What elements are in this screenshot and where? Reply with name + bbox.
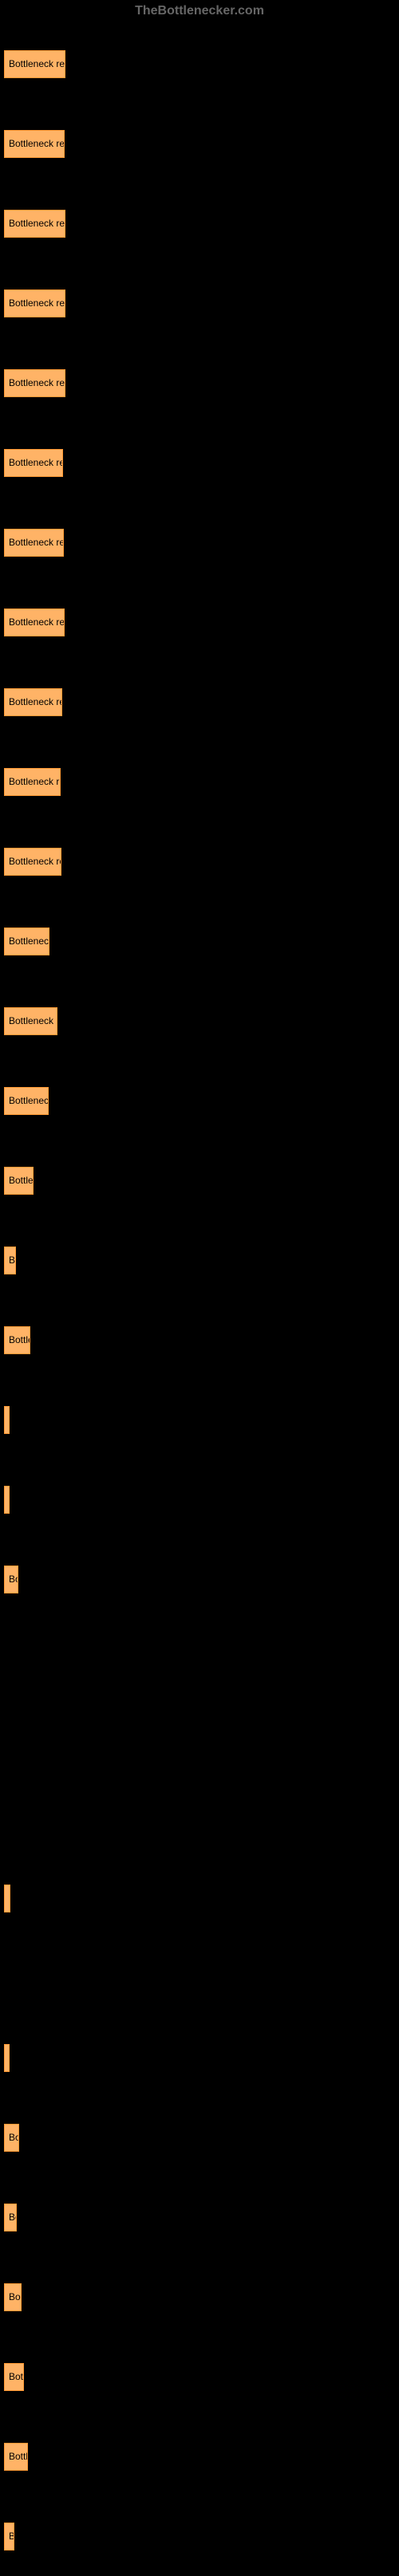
bar-row: [4, 1778, 399, 1858]
chart-bar: [4, 1486, 10, 1514]
chart-bar: Bottleneck resu: [4, 50, 65, 78]
chart-bar: [4, 1406, 10, 1434]
chart-bar: Bot: [4, 2363, 24, 2391]
bar-row: Bottleneck re: [4, 821, 399, 901]
bar-row: [4, 2018, 399, 2097]
bar-row: [4, 1938, 399, 2018]
bar-row: Bottler: [4, 1140, 399, 1220]
bar-row: Bottleneck res: [4, 502, 399, 582]
chart-bar: Bo: [4, 1566, 18, 1593]
chart-bar: Bottleneck res: [4, 449, 63, 477]
chart-bar: Bottl: [4, 2443, 28, 2471]
bar-row: Be: [4, 2177, 399, 2257]
watermark-text: TheBottlenecker.com: [135, 4, 264, 18]
chart-bar: Bottle: [4, 1326, 30, 1354]
bar-row: Bottleneck res: [4, 582, 399, 662]
bar-row: Bottl: [4, 2416, 399, 2496]
bar-row: [4, 1858, 399, 1938]
chart-bar: Bottleneck res: [4, 609, 65, 636]
chart-bar: Be: [4, 2204, 17, 2231]
bar-row: [4, 1380, 399, 1459]
chart-bar: Bo: [4, 2124, 19, 2152]
bar-row: Bottleneck: [4, 901, 399, 981]
bar-row: B: [4, 1220, 399, 1300]
bar-row: Bottleneck: [4, 1061, 399, 1140]
bar-row: Bottleneck r: [4, 981, 399, 1061]
chart-container: Bottleneck resu Bottleneck res Bottleneck …: [0, 0, 399, 2576]
bar-row: [4, 1459, 399, 1539]
bar-row: Bottleneck resu: [4, 24, 399, 104]
chart-bar: B: [4, 1247, 16, 1274]
chart-bar: Bottleneck res: [4, 210, 65, 238]
chart-bar: Bottler: [4, 1167, 34, 1195]
bar-row: Bottleneck res: [4, 183, 399, 263]
chart-bar: Bottleneck r: [4, 1007, 57, 1035]
chart-bar: Bottleneck res: [4, 130, 65, 158]
bar-row: Bottle: [4, 1300, 399, 1380]
bar-row: Bo: [4, 1539, 399, 1619]
bar-row: Bottleneck res: [4, 423, 399, 502]
bar-row: Bottleneck res: [4, 104, 399, 183]
bar-row: Bo: [4, 2257, 399, 2337]
bar-row: Bot: [4, 2337, 399, 2416]
chart-bar: Bottleneck res: [4, 369, 65, 397]
chart-bar: [4, 2044, 10, 2072]
bar-row: Bottleneck re: [4, 662, 399, 742]
bar-row: [4, 1619, 399, 1699]
chart-bar: Bottleneck res: [4, 529, 64, 557]
chart-bar: Bo: [4, 2283, 22, 2311]
chart-bar: B: [4, 2523, 14, 2550]
chart-bar: Bottleneck: [4, 928, 49, 955]
chart-bar: Bottleneck res: [4, 290, 65, 317]
bar-row: [4, 1699, 399, 1778]
bar-row: Bottleneck re: [4, 742, 399, 821]
bar-row: B: [4, 2496, 399, 2576]
chart-bar: [4, 1885, 10, 1912]
chart-bar: Bottleneck re: [4, 848, 61, 876]
chart-bar: Bottleneck re: [4, 688, 62, 716]
bar-row: Bottleneck res: [4, 263, 399, 343]
bar-row: Bo: [4, 2097, 399, 2177]
chart-bar: Bottleneck: [4, 1087, 49, 1115]
chart-bar: Bottleneck re: [4, 768, 61, 796]
bar-row: Bottleneck res: [4, 343, 399, 423]
